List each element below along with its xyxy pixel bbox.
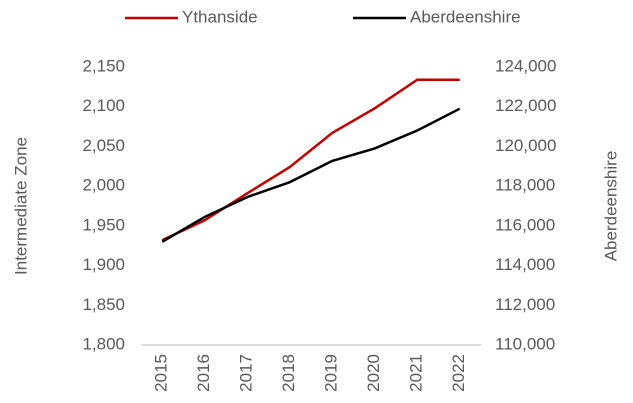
y-tick-label: 2,050 [82, 136, 125, 155]
x-tick-label: 2020 [364, 354, 383, 392]
x-tick-label: 2019 [322, 354, 341, 392]
y-tick-label: 1,950 [82, 215, 125, 234]
y-axis-label: Intermediate Zone [11, 137, 30, 275]
y2-axis-label: Aberdeenshire [601, 151, 620, 262]
y2-tick-label: 122,000 [495, 96, 556, 115]
legend-label: Ythanside [182, 7, 258, 26]
x-tick-label: 2017 [237, 354, 256, 392]
y-tick-label: 2,000 [82, 176, 125, 195]
x-tick-label: 2015 [152, 354, 171, 392]
legend-label: Aberdeenshire [410, 7, 521, 26]
x-tick-label: 2018 [279, 354, 298, 392]
x-tick-label: 2016 [194, 354, 213, 392]
y2-tick-label: 124,000 [495, 56, 556, 75]
y2-tick-label: 114,000 [495, 255, 555, 274]
x-tick-label: 2022 [449, 354, 468, 392]
y2-tick-label: 112,000 [495, 295, 555, 314]
y2-tick-label: 120,000 [495, 136, 556, 155]
series-line [161, 78, 460, 242]
series-line [161, 107, 461, 243]
y-tick-label: 2,150 [82, 56, 125, 75]
y2-tick-label: 118,000 [495, 176, 555, 195]
y-tick-label: 2,100 [82, 96, 125, 115]
y-tick-label: 1,850 [82, 295, 125, 314]
y2-tick-label: 116,000 [495, 215, 555, 234]
y-tick-label: 1,900 [82, 255, 125, 274]
y2-tick-label: 110,000 [495, 334, 555, 353]
y-tick-label: 1,800 [82, 334, 125, 353]
x-tick-label: 2021 [407, 354, 426, 392]
